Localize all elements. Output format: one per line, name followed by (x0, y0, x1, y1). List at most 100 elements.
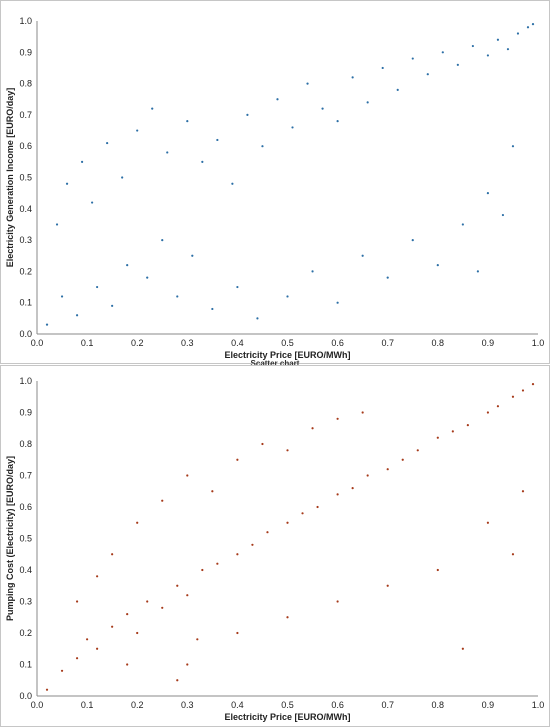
scatter-point (496, 38, 500, 41)
scatter-point (211, 490, 214, 493)
scatter-point (426, 73, 429, 76)
scatter-point (91, 201, 94, 204)
scatter-point (261, 442, 264, 446)
scatter-point (236, 631, 239, 635)
scatter-point (60, 669, 64, 672)
x-tick-label: 0.8 (432, 338, 445, 348)
x-tick-label: 0.4 (231, 338, 244, 348)
scatter-point (486, 54, 489, 57)
x-tick-label: 1.0 (532, 700, 545, 710)
scatter-point (75, 657, 79, 660)
scatter-point (336, 120, 339, 123)
y-tick-label: 1.0 (19, 376, 32, 386)
scatter-point (246, 113, 249, 116)
scatter-point (166, 151, 169, 154)
scatter-point (276, 98, 279, 101)
scatter-point (506, 48, 510, 51)
scatter-point (401, 458, 404, 461)
scatter-point (456, 63, 459, 66)
scatter-point (201, 568, 204, 572)
scatter-point (521, 490, 525, 493)
scatter-point (126, 663, 129, 666)
scatter-point (286, 616, 289, 619)
scatter-point (436, 436, 439, 439)
scatter-point (75, 314, 79, 317)
scatter-point (146, 276, 149, 279)
y-tick-label: 0.5 (19, 534, 32, 544)
x-axis-title: Electricity Price [EURO/MWh] (224, 712, 350, 722)
scatter-series (45, 23, 535, 326)
scatter-point (386, 276, 389, 279)
scatter-point (461, 223, 464, 226)
x-tick-label: 0.5 (281, 338, 294, 348)
scatter-point (316, 505, 319, 509)
scatter-point (216, 138, 219, 142)
x-tick-label: 0.1 (81, 700, 94, 710)
y-tick-label: 0.6 (19, 141, 32, 151)
scatter-point (106, 141, 109, 145)
x-tick-label: 0.9 (482, 700, 495, 710)
scatter-point (80, 160, 84, 163)
scatter-point (291, 126, 294, 129)
x-tick-label: 0.2 (131, 338, 144, 348)
scatter-point (416, 449, 419, 452)
scatter-point (286, 521, 289, 524)
y-tick-label: 1.0 (19, 16, 32, 26)
scatter-point (286, 449, 289, 452)
scatter-point (176, 584, 179, 587)
scatter-point (176, 295, 179, 298)
scatter-point (186, 120, 189, 123)
scatter-point (486, 411, 489, 414)
scatter-point (311, 427, 314, 430)
x-tick-label: 0.3 (181, 338, 194, 348)
scatter-point (236, 553, 239, 556)
scatter-point (361, 254, 364, 257)
scatter-point (486, 192, 489, 195)
y-tick-label: 0.6 (19, 502, 32, 512)
x-tick-label: 0.4 (231, 700, 244, 710)
y-tick-label: 0.9 (19, 47, 32, 57)
scatter-point (411, 239, 414, 242)
scatter-point (466, 424, 469, 427)
x-tick-label: 0.2 (131, 700, 144, 710)
scatter-point (321, 107, 324, 110)
y-tick-label: 0.2 (19, 628, 32, 638)
scatter-point (96, 575, 99, 578)
scatter-point (96, 647, 99, 650)
scatter-point (531, 383, 535, 386)
scatter-point (471, 44, 474, 48)
scatter-point (136, 631, 139, 635)
scatter-point (236, 285, 239, 289)
scatter-point (311, 270, 314, 273)
scatter-point (441, 51, 444, 54)
x-tick-label: 0.7 (381, 700, 394, 710)
y-tick-label: 0.8 (19, 79, 32, 89)
scatter-point (301, 512, 304, 515)
scatter-point (121, 176, 124, 179)
scatter-point (151, 107, 154, 110)
scatter-point (381, 66, 384, 70)
y-tick-label: 0.7 (19, 110, 32, 120)
scatter-point (521, 389, 525, 392)
x-tick-label: 0.7 (381, 338, 394, 348)
scatter-point (176, 679, 179, 682)
scatter-point (191, 254, 194, 257)
x-axis-title: Electricity Price [EURO/MWh] (224, 350, 350, 360)
scatter-point (286, 295, 289, 298)
scatter-point (501, 213, 505, 217)
x-tick-label: 0.6 (331, 338, 344, 348)
scatter-point (136, 129, 139, 132)
scatter-point (386, 468, 389, 471)
scatter-point (336, 493, 339, 496)
chart-caption: Scatter chart (250, 359, 300, 368)
scatter-point (496, 405, 500, 408)
scatter-point (216, 562, 219, 565)
y-tick-label: 0.3 (19, 597, 32, 607)
scatter-point (186, 594, 189, 597)
scatter-point (366, 101, 369, 104)
scatter-point (45, 323, 49, 326)
scatter-point (461, 647, 464, 650)
scatter-point (251, 543, 254, 546)
scatter-point (361, 411, 364, 414)
